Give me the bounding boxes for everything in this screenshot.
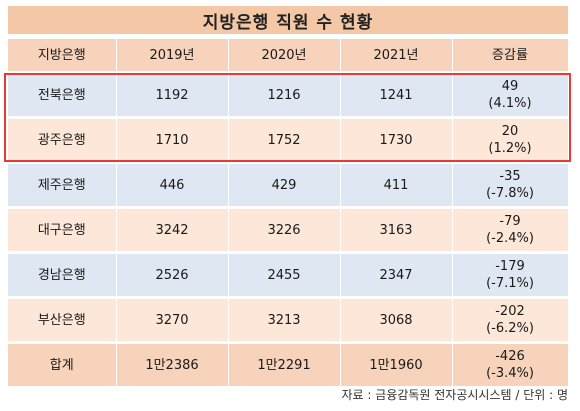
value-2021-cell: 1241 xyxy=(340,72,453,119)
change-cell: -79 (-2.4%) xyxy=(452,207,569,254)
value-2020-cell: 3226 xyxy=(228,207,341,254)
column-header-2019: 2019년 xyxy=(116,39,229,74)
value-2020-cell: 1216 xyxy=(228,72,341,119)
change-rate: (-6.2%) xyxy=(486,321,534,336)
change-rate: (-3.4%) xyxy=(486,366,534,381)
table-row: 전북은행 1192 1216 1241 49 (4.1%) xyxy=(8,72,569,119)
value-2021-cell: 2347 xyxy=(340,252,453,299)
table-row: 경남은행 2526 2455 2347 -179 (-7.1%) xyxy=(8,252,569,299)
change-value: -426 xyxy=(495,349,525,364)
bank-cell: 부산은행 xyxy=(8,297,117,344)
value-2020-cell: 1만2291 xyxy=(228,342,341,389)
bank-cell: 경남은행 xyxy=(8,252,117,299)
table-title: 지방은행 직원 수 현황 xyxy=(8,6,568,34)
value-2021-cell: 411 xyxy=(340,162,453,209)
bank-cell: 광주은행 xyxy=(8,117,117,164)
value-2021-cell: 1730 xyxy=(340,117,453,164)
change-cell: 49 (4.1%) xyxy=(452,72,569,119)
bank-cell: 합계 xyxy=(8,342,117,389)
change-cell: -426 (-3.4%) xyxy=(452,342,569,389)
column-header-change: 증감률 xyxy=(452,39,569,74)
value-2019-cell: 1만2386 xyxy=(116,342,229,389)
change-rate: (-2.4%) xyxy=(486,231,534,246)
column-header-2020: 2020년 xyxy=(228,39,341,74)
table-row: 합계 1만2386 1만2291 1만1960 -426 (-3.4%) xyxy=(8,342,569,389)
change-cell: 20 (1.2%) xyxy=(452,117,569,164)
column-header-2021: 2021년 xyxy=(340,39,453,74)
change-value: -79 xyxy=(499,214,521,229)
value-2021-cell: 3163 xyxy=(340,207,453,254)
table-row: 광주은행 1710 1752 1730 20 (1.2%) xyxy=(8,117,569,164)
value-2019-cell: 446 xyxy=(116,162,229,209)
value-2020-cell: 429 xyxy=(228,162,341,209)
change-value: 20 xyxy=(501,124,519,139)
header-row: 지방은행 2019년 2020년 2021년 증감률 xyxy=(8,39,569,74)
value-2019-cell: 3242 xyxy=(116,207,229,254)
staff-table: 지방은행 2019년 2020년 2021년 증감률 전북은행 1192 1216 1… xyxy=(8,39,569,389)
value-2019-cell: 2526 xyxy=(116,252,229,299)
value-2020-cell: 1752 xyxy=(228,117,341,164)
change-rate: (-7.8%) xyxy=(486,186,534,201)
value-2021-cell: 1만1960 xyxy=(340,342,453,389)
change-cell: -179 (-7.1%) xyxy=(452,252,569,299)
table-row: 제주은행 446 429 411 -35 (-7.8%) xyxy=(8,162,569,209)
change-cell: -202 (-6.2%) xyxy=(452,297,569,344)
change-value: -202 xyxy=(495,304,525,319)
table-row: 대구은행 3242 3226 3163 -79 (-2.4%) xyxy=(8,207,569,254)
change-value: 49 xyxy=(501,79,519,94)
table-row: 부산은행 3270 3213 3068 -202 (-6.2%) xyxy=(8,297,569,344)
change-rate: (-7.1%) xyxy=(486,276,534,291)
bank-cell: 제주은행 xyxy=(8,162,117,209)
value-2019-cell: 1192 xyxy=(116,72,229,119)
change-value: -179 xyxy=(495,259,525,274)
value-2021-cell: 3068 xyxy=(340,297,453,344)
value-2020-cell: 2455 xyxy=(228,252,341,299)
value-2019-cell: 1710 xyxy=(116,117,229,164)
change-rate: (4.1%) xyxy=(488,96,532,111)
value-2020-cell: 3213 xyxy=(228,297,341,344)
bank-cell: 대구은행 xyxy=(8,207,117,254)
column-header-bank: 지방은행 xyxy=(8,39,117,74)
change-rate: (1.2%) xyxy=(488,141,532,156)
source-note: 자료 : 금융감독원 전자공시시스템 / 단위 : 명 xyxy=(341,388,568,402)
change-value: -35 xyxy=(499,169,521,184)
bank-cell: 전북은행 xyxy=(8,72,117,119)
value-2019-cell: 3270 xyxy=(116,297,229,344)
change-cell: -35 (-7.8%) xyxy=(452,162,569,209)
